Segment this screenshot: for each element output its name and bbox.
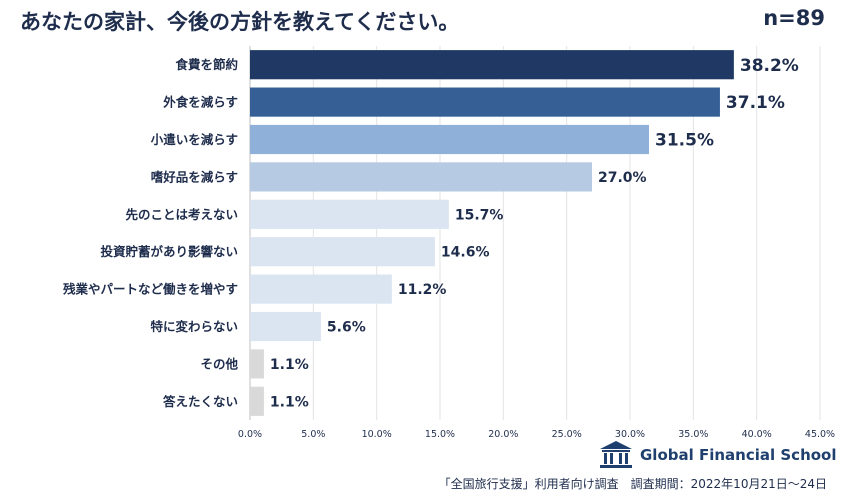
bar [250,50,734,80]
category-label: 先のことは考えない [125,207,238,222]
bar [250,162,592,192]
value-label: 31.5% [655,131,714,151]
x-tick-label: 35.0% [678,429,708,440]
bar [250,124,649,155]
sample-size: n=89 [763,6,825,30]
x-tick-label: 5.0% [301,429,325,440]
value-label: 11.2% [398,282,447,298]
category-label: 投資貯蓄があり影響ない [100,244,238,259]
category-label: 食費を節約 [174,57,238,72]
x-tick-labels: 0.0% 5.0% 10.0% 15.0% 20.0% 25.0% 30.0% 35.0% 40… [238,429,835,440]
x-tick-label: 25.0% [552,429,582,440]
bar [250,87,720,117]
chart-title: あなたの家計、今後の方針を教えてください。 [20,10,460,34]
value-label: 1.1% [270,394,309,410]
bar [250,311,321,342]
category-label: 外食を減らす [162,95,238,110]
value-label: 15.7% [455,207,504,223]
bar [250,199,449,229]
bar [250,237,435,267]
bars [250,50,734,416]
value-label: 5.6% [327,320,366,336]
category-labels: 食費を節約外食を減らす小遣いを減らす嗜好品を減らす先のことは考えない投資貯蓄があ… [63,57,239,409]
category-label: 残業やパートなど働きを増やす [63,282,238,297]
x-tick-label: 30.0% [615,429,645,440]
x-tick-label: 45.0% [805,429,835,440]
value-label: 38.2% [740,56,799,76]
bar [250,386,264,416]
category-label: その他 [200,356,238,371]
brand-name: Global Financial School [640,446,837,464]
x-tick-label: 15.0% [425,429,455,440]
bar [250,274,392,304]
value-label: 14.6% [441,245,490,261]
x-tick-label: 10.0% [362,429,392,440]
category-label: 特に変わらない [150,319,238,334]
school-building-icon [600,441,632,468]
value-label: 27.0% [598,170,647,186]
x-tick-label: 0.0% [238,429,262,440]
bar [250,349,264,379]
x-tick-label: 20.0% [488,429,518,440]
value-label: 37.1% [726,93,785,113]
category-label: 嗜好品を減らす [151,169,238,184]
category-label: 小遣いを減らす [150,132,238,147]
value-label: 1.1% [270,357,309,373]
x-tick-label: 40.0% [742,429,772,440]
value-labels: 38.2% 37.1% 31.5% 27.0% 15.7% 14.6% 11.2% 5.6% 1… [270,56,799,411]
footnote: 「全国旅行支援」利用者向け調査 調査期間：2022年10月21日～24日 [438,477,827,491]
category-label: 答えたくない [163,394,238,409]
brand-logo: Global Financial School [598,438,843,472]
